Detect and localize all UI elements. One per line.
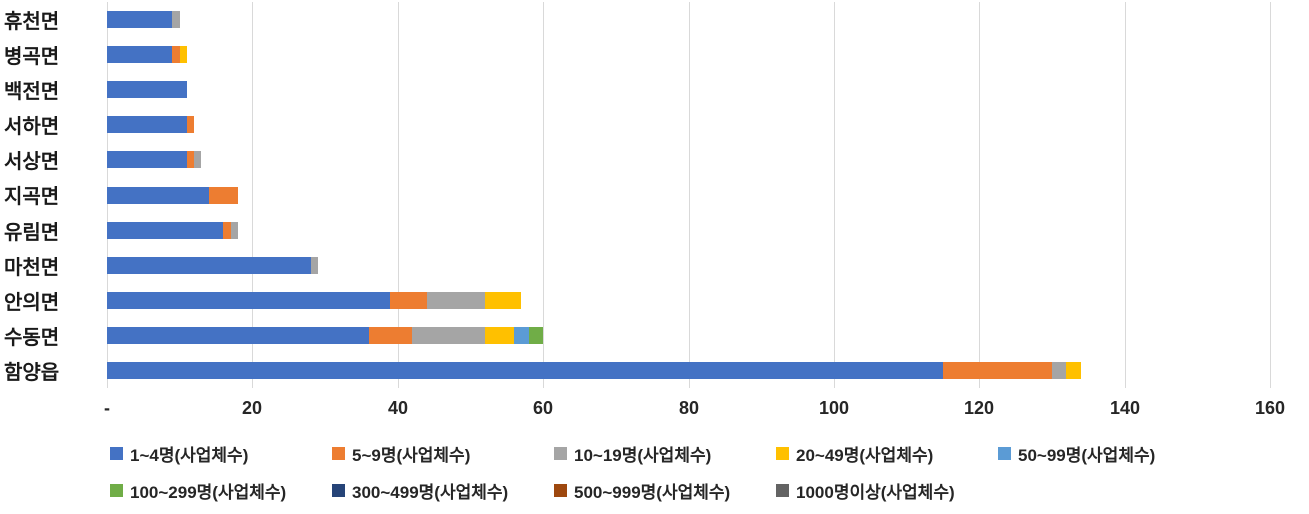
- gridline: [689, 2, 690, 388]
- x-axis-tick-label: 80: [678, 398, 700, 418]
- legend-swatch-icon: [776, 447, 789, 460]
- bar-segment: [368, 326, 413, 344]
- x-axis-tick-label: 60: [532, 398, 554, 418]
- bar-segment: [230, 221, 238, 239]
- legend-item: 300~499명(사업체수): [332, 478, 554, 503]
- legend-item: 50~99명(사업체수): [998, 441, 1155, 466]
- category-label: 병곡면: [4, 46, 60, 69]
- legend-item: 500~999명(사업체수): [554, 478, 776, 503]
- legend-label: 1000명이상(사업체수): [796, 483, 955, 502]
- legend-item: 10~19명(사업체수): [554, 441, 776, 466]
- bar-segment: [107, 46, 173, 64]
- x-axis-tick-label: 40: [387, 398, 409, 418]
- bar-segment: [107, 256, 311, 274]
- bar-segment: [942, 361, 1052, 379]
- bar-segment: [1066, 361, 1081, 379]
- category-label: 안의면: [4, 291, 60, 314]
- legend-swatch-icon: [554, 484, 567, 497]
- bar-segment: [208, 186, 238, 204]
- gridline: [1270, 2, 1271, 388]
- x-axis-tick-label: 140: [1109, 398, 1141, 418]
- bar-segment: [107, 361, 943, 379]
- x-axis-tick-label: 100: [818, 398, 850, 418]
- bar-segment: [172, 46, 180, 64]
- legend-label: 500~999명(사업체수): [574, 483, 731, 502]
- legend-swatch-icon: [554, 447, 567, 460]
- legend-label: 100~299명(사업체수): [130, 483, 287, 502]
- bar-segment: [186, 116, 195, 134]
- legend-item: 1~4명(사업체수): [110, 441, 332, 466]
- category-label: 서상면: [4, 151, 60, 174]
- legend-item: 100~299명(사업체수): [110, 478, 332, 503]
- gridline: [979, 2, 980, 388]
- category-label: 수동면: [4, 326, 60, 349]
- legend-swatch-icon: [998, 447, 1011, 460]
- x-axis-tick-label: 120: [963, 398, 995, 418]
- gridline: [834, 2, 835, 388]
- x-axis-tick-label: 20: [241, 398, 263, 418]
- x-axis-labels: - 20 40 60 80 100 120 140 160: [0, 398, 1309, 422]
- bar-segment: [172, 11, 180, 29]
- legend-label: 5~9명(사업체수): [352, 446, 471, 465]
- bar-segment: [179, 46, 187, 64]
- bar-segment: [107, 221, 224, 239]
- legend-label: 20~49명(사업체수): [796, 446, 934, 465]
- legend-swatch-icon: [110, 484, 123, 497]
- category-label: 백전면: [4, 81, 60, 104]
- gridline: [1125, 2, 1126, 388]
- legend-item: 1000명이상(사업체수): [776, 478, 955, 503]
- bar-segment: [186, 151, 195, 169]
- category-label: 마천면: [4, 256, 60, 279]
- category-label: 휴천면: [4, 11, 60, 34]
- bar-segment: [194, 151, 202, 169]
- bar-segment: [107, 186, 209, 204]
- category-label: 유림면: [4, 221, 60, 244]
- bar-segment: [412, 326, 485, 344]
- bar-segment: [514, 326, 529, 344]
- legend: 1~4명(사업체수) 5~9명(사업체수) 10~19명(사업체수) 20~49명(사…: [110, 440, 1300, 514]
- bar-segment: [1051, 361, 1067, 379]
- x-axis-tick-label: -: [104, 398, 110, 418]
- plot-area: [107, 2, 1271, 388]
- legend-row: 1~4명(사업체수) 5~9명(사업체수) 10~19명(사업체수) 20~49명(사…: [110, 440, 1300, 467]
- gridline: [543, 2, 544, 388]
- legend-label: 1~4명(사업체수): [130, 446, 249, 465]
- bar-segment: [107, 81, 187, 99]
- legend-label: 10~19명(사업체수): [574, 446, 712, 465]
- legend-row: 100~299명(사업체수) 300~499명(사업체수) 500~999명(사업체…: [110, 477, 1300, 504]
- bar-segment: [390, 291, 427, 309]
- bar-segment: [426, 291, 485, 309]
- legend-swatch-icon: [332, 484, 345, 497]
- legend-label: 300~499명(사업체수): [352, 483, 509, 502]
- bar-segment: [484, 291, 522, 309]
- gridline: [398, 2, 399, 388]
- bar-segment: [310, 256, 318, 274]
- legend-swatch-icon: [776, 484, 789, 497]
- legend-swatch-icon: [332, 447, 345, 460]
- legend-label: 50~99명(사업체수): [1018, 446, 1156, 465]
- bar-segment: [484, 326, 515, 344]
- legend-item: 20~49명(사업체수): [776, 441, 998, 466]
- legend-item: 5~9명(사업체수): [332, 441, 554, 466]
- x-axis-tick-label: 160: [1254, 398, 1286, 418]
- category-label: 함양읍: [4, 361, 60, 384]
- bar-segment: [107, 326, 369, 344]
- bar-segment: [107, 11, 173, 29]
- legend-swatch-icon: [110, 447, 123, 460]
- bar-segment: [107, 291, 391, 309]
- bar-segment: [528, 326, 544, 344]
- bar-segment: [107, 151, 187, 169]
- bar-segment: [223, 221, 231, 239]
- category-label: 서하면: [4, 116, 60, 139]
- bar-segment: [107, 116, 187, 134]
- gridline: [252, 2, 253, 388]
- category-label: 지곡면: [4, 186, 60, 209]
